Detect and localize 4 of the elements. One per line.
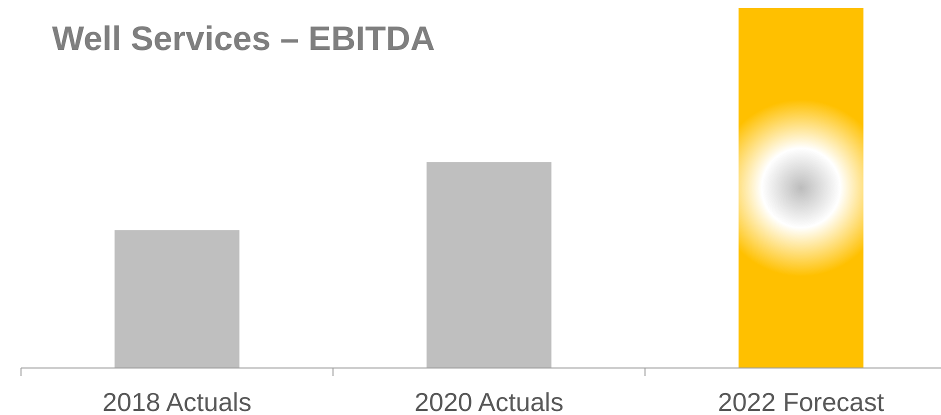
x-tick-label: 2022 Forecast xyxy=(718,387,885,415)
chart-title: Well Services – EBITDA xyxy=(52,20,435,58)
x-tick-label: 2018 Actuals xyxy=(102,387,252,415)
x-tick-label: 2020 Actuals xyxy=(414,387,564,415)
